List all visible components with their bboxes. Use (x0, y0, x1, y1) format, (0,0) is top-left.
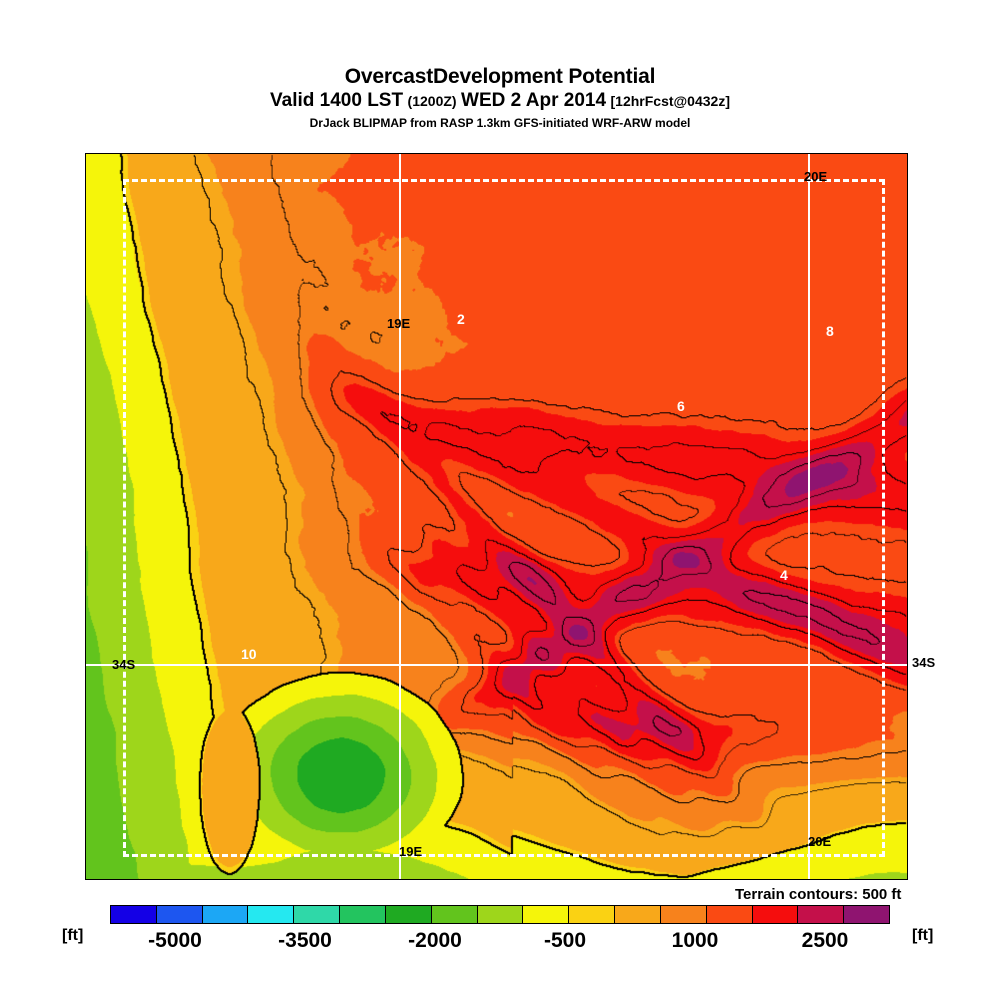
map-label-lon-top-left: 19E (387, 316, 411, 331)
title-block: OvercastDevelopment Potential Valid 1400… (0, 0, 1000, 131)
colorbar-swatch-14 (752, 906, 799, 923)
contour-label-8: 8 (826, 323, 834, 339)
colorbar-tick-2500: 2500 (801, 929, 849, 952)
terrain-contour-note: Terrain contours: 500 ft (735, 886, 902, 903)
colorbar-swatch-2 (202, 906, 249, 923)
colorbar-swatch-1 (156, 906, 203, 923)
forecast-map[interactable]: 19E 20E 19E 20E 34S 2 8 6 4 10 (85, 153, 908, 880)
colorbar-tick--2000: -2000 (408, 929, 462, 952)
forecast-tag: [12hrFcst@0432z] (610, 93, 730, 109)
colorbar-tick--3500: -3500 (278, 929, 332, 952)
model-attribution: DrJack BLIPMAP from RASP 1.3km GFS-initi… (309, 116, 691, 130)
map-label-lon-bottom-left: 19E (399, 844, 423, 859)
valid-time-zulu: (1200Z) (407, 93, 457, 109)
graticule-lat-34s (86, 664, 907, 666)
colorbar-swatch-9 (523, 906, 570, 923)
valid-time-local: Valid 1400 LST (270, 90, 404, 111)
colorbar-swatch-5 (340, 906, 386, 923)
map-label-lon-bottom-right: 20E (808, 834, 832, 849)
page-title: OvercastDevelopment Potential (344, 65, 656, 88)
colorbar-swatch-4 (294, 906, 341, 923)
colorbar-swatch-10 (569, 906, 616, 923)
contour-label-4: 4 (780, 567, 788, 583)
colorbar-tick--500: -500 (543, 929, 587, 952)
colorbar-tick--5000: -5000 (148, 929, 202, 952)
colorbar-swatch-13 (706, 906, 753, 923)
colorbar-unit-left: [ft] (62, 927, 84, 944)
colorbar-swatch-0 (111, 906, 157, 923)
colorbar-swatch-3 (248, 906, 295, 923)
terrain-raster (86, 154, 907, 879)
colorbar-swatch-7 (431, 906, 478, 923)
map-label-lat-right: 34S (912, 655, 936, 670)
colorbar-swatch-12 (660, 906, 707, 923)
colorbar-tick-1000: 1000 (671, 929, 719, 952)
colorbar-unit-right: [ft] (912, 927, 934, 944)
valid-date: WED 2 Apr 2014 (461, 90, 607, 111)
colorbar-legend: [ft] [ft] -5000 -3500 -2000 -500 1000 2500 (0, 905, 1000, 965)
colorbar-swatch-15 (798, 906, 845, 923)
contour-label-10: 10 (241, 646, 257, 662)
colorbar-swatch-6 (385, 906, 432, 923)
colorbar-swatch-8 (477, 906, 524, 923)
map-label-lon-top-right: 20E (804, 169, 828, 184)
contour-label-2: 2 (457, 311, 465, 327)
colorbar-swatch-16 (844, 906, 890, 923)
contour-label-6: 6 (677, 398, 685, 414)
valid-time-line: Valid 1400 LST (1200Z) WED 2 Apr 2014 [1… (0, 91, 1000, 112)
graticule-lon-20e (808, 154, 810, 879)
colorbar-swatch-11 (615, 906, 661, 923)
domain-boundary-box (123, 179, 885, 857)
colorbar-gradient (110, 905, 890, 924)
map-label-lat-left: 34S (112, 657, 136, 672)
graticule-lon-19e (399, 154, 401, 879)
